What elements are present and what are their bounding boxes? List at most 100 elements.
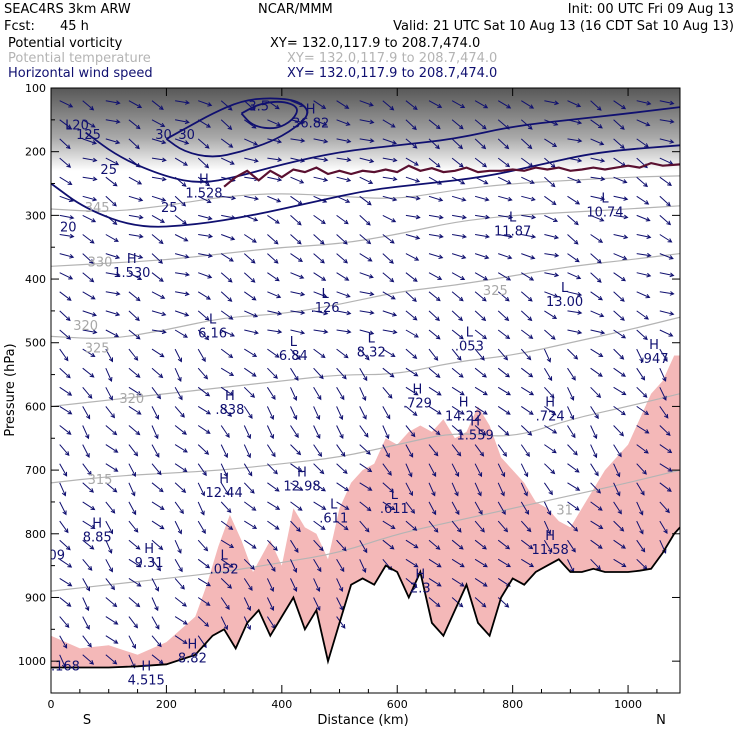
wind-vector (82, 138, 97, 145)
wind-vector (290, 578, 298, 592)
wind-vector (359, 310, 375, 315)
wind-vector (105, 157, 120, 166)
wind-vector (359, 138, 375, 143)
wind-vector (567, 253, 580, 263)
wind-vector (82, 558, 93, 571)
wind-vector (567, 215, 579, 226)
extremum-letter: H (127, 252, 137, 267)
wind-vector (105, 635, 119, 644)
wind-vector (590, 310, 605, 318)
wind-vector (636, 425, 650, 434)
wind-vector (659, 234, 673, 243)
wind-vector (151, 348, 165, 358)
wind-vector (82, 578, 90, 592)
wind-vector (105, 482, 118, 493)
wind-vector (336, 310, 352, 316)
wind-vector (175, 272, 190, 277)
contour-value-label: 3.5 (248, 99, 269, 114)
wind-vector (520, 444, 530, 457)
wind-vector (613, 138, 625, 149)
wind-vector (451, 119, 464, 130)
wind-vector (659, 406, 669, 419)
y-tick-label: 400 (25, 273, 46, 286)
wind-vector (497, 157, 511, 168)
wind-vector (128, 367, 141, 378)
wind-vector (313, 425, 321, 440)
wind-vector (428, 463, 437, 478)
extremum-value: 1.559 (457, 429, 494, 444)
wind-vector (590, 425, 598, 440)
wind-vector (336, 119, 351, 126)
wind-vector (59, 214, 75, 220)
wind-vector (174, 597, 187, 607)
wind-vector (544, 138, 558, 147)
wind-vector (428, 501, 437, 516)
wind-vector (359, 559, 367, 573)
wind-vector (497, 272, 512, 281)
extremum-letter: H (649, 338, 659, 353)
fcst-label: Fcst: (4, 19, 35, 34)
wind-vector (659, 119, 675, 124)
wind-vector (59, 425, 72, 435)
wind-vector (174, 444, 188, 453)
wind-vector (544, 272, 560, 278)
wind-vector (151, 138, 167, 145)
wind-vector (520, 482, 528, 497)
wind-vector (313, 176, 329, 182)
wind-vector (451, 577, 465, 587)
wind-vector (405, 234, 421, 240)
wind-vector (267, 272, 280, 282)
wind-vector (244, 329, 259, 335)
wind-vector (244, 501, 257, 511)
wind-vector (151, 387, 162, 400)
pv-shading (51, 355, 680, 668)
wind-vector (382, 539, 395, 550)
wind-vector (451, 329, 464, 340)
wind-vector (59, 233, 75, 239)
wind-vector (105, 616, 119, 625)
wind-vector (544, 444, 557, 454)
wind-vector (543, 348, 551, 363)
wind-vector (290, 463, 303, 473)
wind-vector (313, 291, 328, 298)
wind-vector (151, 329, 167, 335)
wind-vector (520, 291, 533, 302)
y-tick-label: 700 (25, 464, 46, 477)
wind-vector (497, 482, 505, 497)
wind-vector (244, 539, 257, 549)
wind-vector (636, 482, 645, 496)
wind-vector (475, 214, 491, 220)
wind-vector (567, 348, 579, 360)
wind-vector (128, 501, 137, 516)
wind-vector (151, 195, 167, 202)
wind-vector (174, 559, 183, 573)
wind-vector (59, 119, 72, 129)
wind-vector (290, 291, 306, 297)
wind-vector (451, 386, 465, 396)
wind-vector (267, 367, 278, 379)
wind-vector (405, 253, 420, 261)
wind-vector (220, 578, 233, 589)
wind-vector (290, 367, 299, 381)
wind-vector (151, 463, 162, 476)
extremum-letter: H (459, 395, 469, 410)
wind-vector (336, 520, 349, 531)
wind-vector (105, 654, 118, 665)
wind-vector (244, 310, 259, 318)
wind-vector (82, 386, 93, 399)
extremum-value: .729 (403, 397, 432, 412)
wind-vector (220, 253, 234, 262)
wind-vector (151, 214, 166, 223)
wind-vector (590, 406, 599, 420)
wind-vector (243, 406, 253, 419)
wind-vector (128, 444, 139, 457)
wind-vector (567, 310, 583, 315)
wind-vector (128, 233, 144, 239)
wind-vector (567, 387, 575, 401)
wind-vector (382, 291, 396, 300)
wind-vector (128, 597, 141, 608)
wind-vector (659, 520, 668, 535)
wind-vector (267, 482, 280, 492)
wind-vector (590, 520, 604, 529)
wind-vector (567, 195, 581, 205)
